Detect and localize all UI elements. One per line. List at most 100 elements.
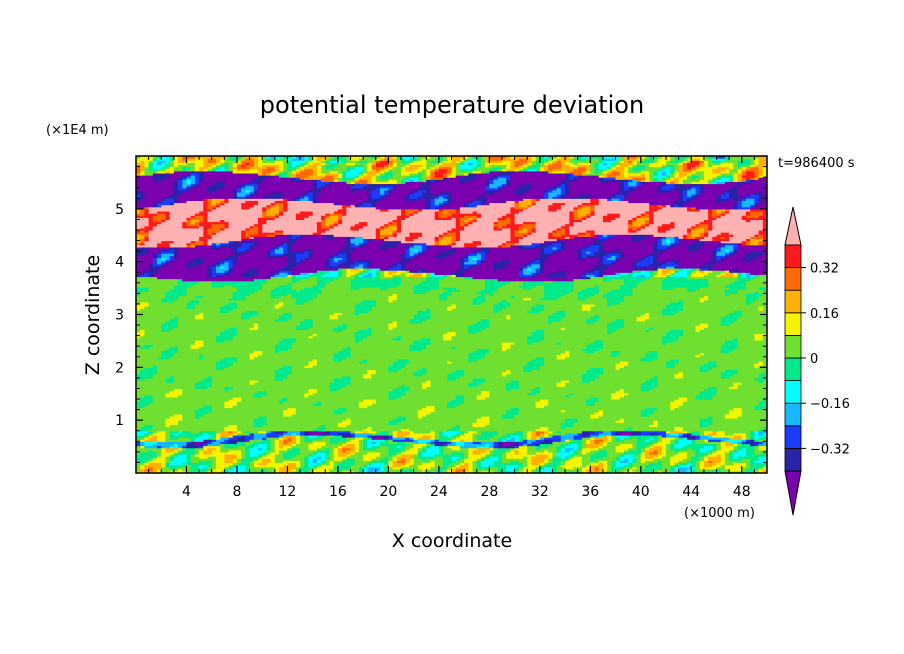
field-cell	[745, 434, 751, 438]
field-cell	[657, 377, 755, 381]
field-cell	[518, 265, 524, 269]
field-cell	[371, 196, 381, 199]
field-cell	[539, 386, 642, 390]
field-cell	[161, 466, 171, 470]
field-cell	[211, 236, 242, 240]
field-cell	[375, 206, 427, 210]
field-cell	[653, 221, 671, 225]
field-cell	[762, 337, 767, 341]
field-cell	[329, 314, 339, 318]
field-cell	[308, 363, 318, 366]
field-cell	[560, 196, 566, 199]
field-cell	[337, 263, 352, 267]
field-cell	[745, 468, 755, 472]
field-cell	[666, 229, 688, 233]
field-cell	[682, 331, 767, 335]
field-cell	[287, 470, 293, 473]
field-cell	[750, 251, 764, 254]
field-cell	[691, 232, 701, 235]
field-cell	[745, 441, 760, 445]
field-cell	[501, 451, 507, 455]
field-cell	[211, 437, 217, 440]
field-cell	[544, 331, 608, 335]
field-cell	[409, 232, 423, 235]
field-cell	[712, 257, 718, 261]
field-cell	[712, 418, 767, 421]
field-cell	[270, 430, 276, 434]
field-cell	[321, 287, 352, 290]
field-cell	[413, 443, 427, 447]
field-cell	[506, 451, 516, 455]
field-cell	[632, 462, 650, 466]
field-cell	[215, 466, 225, 470]
field-cell	[190, 221, 196, 225]
field-cell	[666, 246, 671, 250]
field-cell	[136, 403, 150, 406]
field-cell	[266, 430, 272, 434]
field-cell	[140, 240, 146, 244]
field-cell	[670, 403, 684, 406]
field-cell	[401, 219, 457, 223]
field-cell	[695, 236, 705, 240]
field-cell	[737, 441, 743, 445]
field-cell	[241, 451, 246, 455]
field-cell	[405, 246, 411, 250]
field-cell	[750, 437, 755, 440]
field-cell	[455, 238, 461, 242]
field-cell	[539, 272, 549, 275]
field-cell	[548, 434, 554, 438]
field-cell	[518, 460, 528, 464]
field-cell	[316, 434, 326, 438]
field-cell	[607, 291, 633, 294]
field-cell	[480, 318, 490, 322]
field-cell	[140, 428, 150, 432]
field-cell	[464, 468, 469, 472]
field-cell	[657, 424, 701, 428]
field-cell	[396, 227, 402, 231]
field-cell	[443, 200, 448, 204]
field-cell	[666, 363, 676, 366]
field-cell	[203, 441, 209, 445]
field-cell	[594, 411, 604, 415]
field-cell	[190, 284, 213, 288]
field-cell	[283, 437, 289, 440]
field-cell	[657, 420, 701, 423]
field-cell	[405, 217, 436, 220]
field-cell	[379, 198, 406, 201]
field-cell	[140, 208, 146, 212]
field-cell	[241, 453, 246, 457]
field-cell	[510, 303, 537, 307]
field-cell	[337, 221, 343, 225]
field-cell	[657, 422, 701, 425]
field-cell	[350, 204, 356, 208]
field-cell	[140, 426, 154, 430]
field-cell	[295, 213, 314, 216]
field-cell	[506, 306, 533, 309]
field-cell	[594, 238, 608, 242]
field-cell	[695, 227, 705, 231]
field-cell	[434, 456, 444, 459]
field-cell	[720, 348, 734, 352]
field-cell	[514, 295, 545, 299]
field-cell	[447, 242, 453, 246]
field-cell	[270, 458, 276, 461]
field-cell	[598, 441, 604, 445]
field-cell	[426, 468, 436, 472]
field-cell	[329, 468, 339, 472]
field-cell	[152, 458, 167, 461]
field-cell	[194, 447, 204, 451]
field-cell	[556, 297, 579, 301]
field-cell	[215, 439, 225, 442]
field-cell	[245, 451, 251, 455]
field-cell	[468, 265, 474, 269]
field-cell	[699, 265, 713, 269]
field-cell	[295, 198, 301, 201]
field-cell	[497, 443, 503, 447]
field-cell	[619, 259, 638, 263]
field-cell	[539, 447, 558, 451]
field-cell	[316, 229, 326, 233]
field-cell	[619, 287, 633, 290]
field-cell	[531, 259, 537, 263]
field-cell	[266, 447, 272, 451]
field-cell	[321, 291, 415, 294]
